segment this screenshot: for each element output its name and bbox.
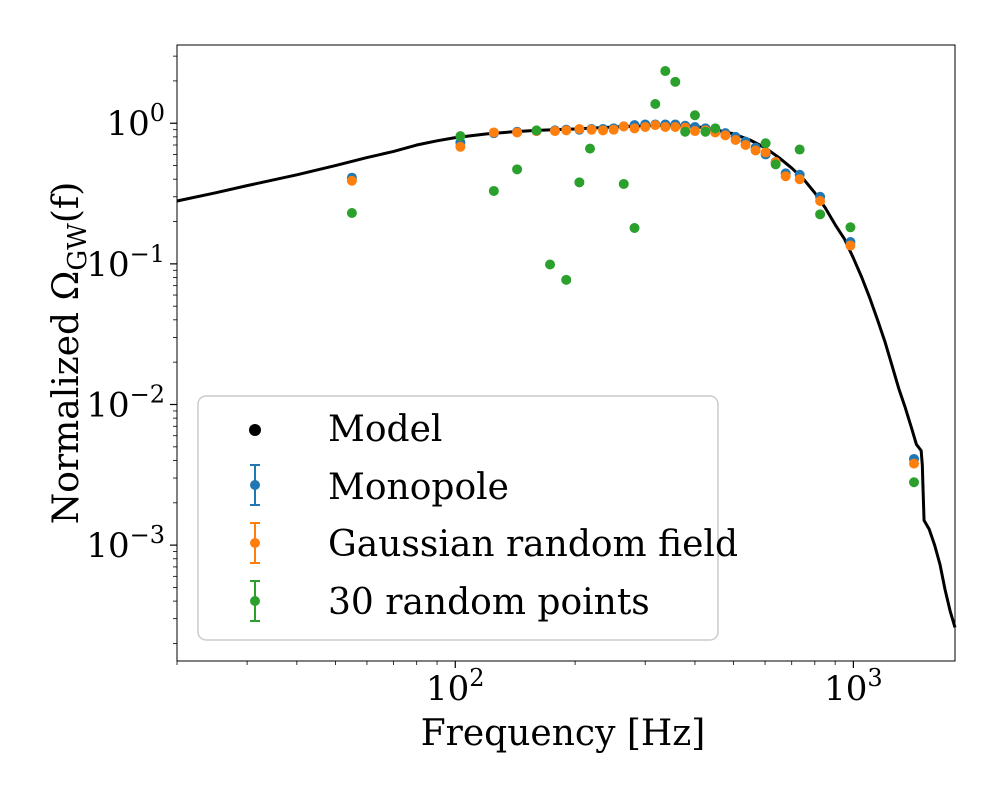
point-30-random-points xyxy=(794,144,805,155)
legend-label-random-points: 30 random points xyxy=(328,582,650,623)
x-tick-label-exponent: 3 xyxy=(867,664,882,692)
point-30-random-points xyxy=(585,143,596,154)
y-tick-label: 10−1 xyxy=(86,240,165,285)
point-gaussian-random-field xyxy=(909,458,920,469)
point-gaussian-random-field xyxy=(586,124,597,135)
x-tick-label-base: 10 xyxy=(426,669,469,709)
point-30-random-points xyxy=(545,259,556,270)
x-tick-label: 102 xyxy=(426,664,485,709)
y-tick-label: 10−3 xyxy=(86,521,165,566)
point-30-random-points xyxy=(845,222,856,233)
point-30-random-points xyxy=(488,185,499,196)
point-gaussian-random-field xyxy=(561,125,572,136)
series-30-random-points xyxy=(346,66,920,488)
point-gaussian-random-field xyxy=(640,122,651,133)
legend-dot-gaussian xyxy=(250,538,260,548)
point-30-random-points xyxy=(629,222,640,233)
y-axis-label: Normalized ΩGW(f) xyxy=(46,182,93,525)
legend-marker-gaussian xyxy=(250,522,260,564)
point-gaussian-random-field xyxy=(794,174,805,185)
point-30-random-points xyxy=(346,207,357,218)
point-30-random-points xyxy=(650,99,661,110)
y-tick-label-exponent: 0 xyxy=(150,99,165,127)
x-tick-label-base: 10 xyxy=(824,669,867,709)
y-tick-label: 10−2 xyxy=(86,380,165,425)
point-gaussian-random-field xyxy=(780,171,791,182)
point-gaussian-random-field xyxy=(670,122,681,133)
point-gaussian-random-field xyxy=(488,127,499,138)
point-30-random-points xyxy=(574,177,585,188)
point-gaussian-random-field xyxy=(346,175,357,186)
y-tick-label-exponent: −1 xyxy=(130,240,165,268)
point-30-random-points xyxy=(618,178,629,189)
point-30-random-points xyxy=(909,477,920,488)
x-tick-label: 103 xyxy=(824,664,883,709)
legend-marker-monopole xyxy=(250,464,260,506)
legend-marker-model xyxy=(249,424,261,436)
point-gaussian-random-field xyxy=(760,147,771,158)
y-tick-label-base: 10 xyxy=(86,245,129,285)
point-gaussian-random-field xyxy=(574,123,585,134)
axis-ticks xyxy=(170,55,854,668)
point-gaussian-random-field xyxy=(618,121,629,132)
legend-label-gaussian: Gaussian random field xyxy=(328,524,738,565)
legend-label-model: Model xyxy=(328,409,442,450)
y-axis-label-symbol: Ω xyxy=(46,271,87,301)
y-tick-label-base: 10 xyxy=(86,526,129,566)
point-gaussian-random-field xyxy=(730,134,741,145)
plot-frame xyxy=(176,44,956,662)
y-tick-label-exponent: −2 xyxy=(130,380,165,408)
point-30-random-points xyxy=(512,164,523,175)
point-30-random-points xyxy=(531,125,542,136)
x-tick-label-exponent: 2 xyxy=(469,664,484,692)
point-30-random-points xyxy=(710,123,721,134)
legend-dot-random-points xyxy=(250,596,260,606)
x-axis-label: Frequency [Hz] xyxy=(421,713,706,754)
point-gaussian-random-field xyxy=(720,130,731,141)
point-gaussian-random-field xyxy=(512,127,523,138)
point-30-random-points xyxy=(670,76,681,87)
point-30-random-points xyxy=(815,209,826,220)
point-gaussian-random-field xyxy=(750,145,761,156)
point-gaussian-random-field xyxy=(845,240,856,251)
point-gaussian-random-field xyxy=(689,126,700,137)
point-30-random-points xyxy=(455,131,466,142)
y-axis-label-argument: (f) xyxy=(46,182,87,223)
legend-box xyxy=(197,395,719,641)
legend: Model Monopole Gaussian random field 30 … xyxy=(197,395,738,641)
scatter-points-layer xyxy=(346,66,920,488)
y-axis-label-prefix: Normalized xyxy=(46,301,87,525)
legend-label-monopole: Monopole xyxy=(328,467,509,508)
point-gaussian-random-field xyxy=(608,124,619,135)
point-gaussian-random-field xyxy=(597,125,608,136)
legend-marker-random-points xyxy=(250,580,260,622)
y-tick-label-base: 10 xyxy=(106,104,149,144)
point-30-random-points xyxy=(680,126,691,137)
point-30-random-points xyxy=(760,138,771,149)
y-tick-label-exponent: −3 xyxy=(130,521,165,549)
y-tick-label-base: 10 xyxy=(86,385,129,425)
point-30-random-points xyxy=(561,274,572,285)
point-30-random-points xyxy=(770,159,781,170)
point-gaussian-random-field xyxy=(650,120,661,131)
point-gaussian-random-field xyxy=(549,126,560,137)
point-30-random-points xyxy=(700,126,711,137)
point-gaussian-random-field xyxy=(815,195,826,206)
y-tick-label: 100 xyxy=(106,99,165,144)
point-gaussian-random-field xyxy=(660,122,671,133)
point-gaussian-random-field xyxy=(740,140,751,151)
point-30-random-points xyxy=(660,66,671,77)
legend-dot-monopole xyxy=(250,480,260,490)
y-axis-label-subscript: GW xyxy=(63,223,93,271)
point-30-random-points xyxy=(689,110,700,121)
point-gaussian-random-field xyxy=(455,141,466,152)
point-gaussian-random-field xyxy=(629,123,640,134)
